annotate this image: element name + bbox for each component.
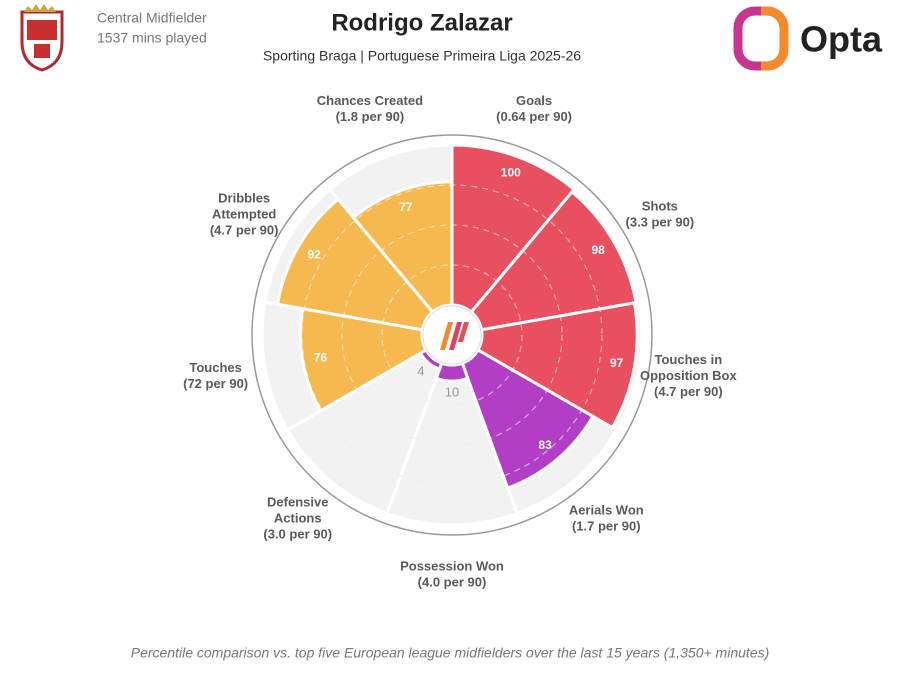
grid-ring-overlay	[301, 184, 603, 486]
position: Central Midfielder	[97, 10, 207, 26]
category-label: Actions	[274, 510, 322, 525]
value-label: 10	[445, 384, 459, 399]
value-label: 92	[307, 248, 321, 262]
category-label: Touches in	[655, 352, 723, 367]
category-label: Touches	[189, 360, 242, 375]
subtitle: Sporting Braga | Portuguese Primeira Lig…	[263, 48, 581, 64]
value-label: 97	[610, 356, 624, 370]
bar	[469, 189, 638, 332]
club-badge	[20, 4, 64, 72]
brand: Opta	[800, 19, 883, 60]
per90-label: (1.7 per 90)	[572, 518, 641, 533]
bar	[460, 347, 596, 490]
bar	[351, 180, 454, 315]
bar	[475, 301, 639, 430]
center-logo	[422, 305, 482, 365]
category-label: Defensive	[267, 494, 328, 509]
value-label: 4	[417, 364, 424, 379]
bar	[434, 361, 470, 383]
category-label: Attempted	[212, 206, 276, 221]
value-label: 76	[314, 350, 328, 364]
per90-label: (4.0 per 90)	[418, 574, 487, 589]
value-label: 77	[399, 200, 413, 214]
per90-label: (4.7 per 90)	[210, 222, 279, 237]
bar	[450, 143, 577, 315]
per90-label: (0.64 per 90)	[496, 109, 572, 124]
category-label: Goals	[516, 93, 552, 108]
category-label: Possession Won	[400, 558, 504, 573]
category-label: Shots	[642, 198, 678, 213]
grid-ring-overlay	[381, 264, 523, 406]
grid-ring-overlay	[341, 224, 563, 446]
value-label: 100	[501, 166, 521, 180]
per90-label: (4.7 per 90)	[654, 384, 723, 399]
value-label: 98	[592, 243, 606, 257]
bar	[298, 306, 429, 413]
outer-ring	[251, 134, 653, 536]
bar	[275, 197, 435, 332]
footnote: Percentile comparison vs. top five Europ…	[131, 645, 770, 661]
per90-label: (72 per 90)	[183, 376, 248, 391]
opta-logo: Opta	[733, 6, 883, 71]
per90-label: (3.0 per 90)	[263, 526, 332, 541]
per90-label: (1.8 per 90)	[336, 109, 405, 124]
chart-title: Rodrigo Zalazar	[331, 9, 512, 36]
category-label: Opposition Box	[640, 368, 738, 383]
category-label: Chances Created	[317, 93, 423, 108]
category-label: Aerials Won	[569, 502, 644, 517]
value-label: 83	[538, 438, 552, 452]
category-label: Dribbles	[218, 190, 270, 205]
minutes: 1537 mins played	[97, 30, 207, 46]
per90-label: (3.3 per 90)	[626, 214, 695, 229]
